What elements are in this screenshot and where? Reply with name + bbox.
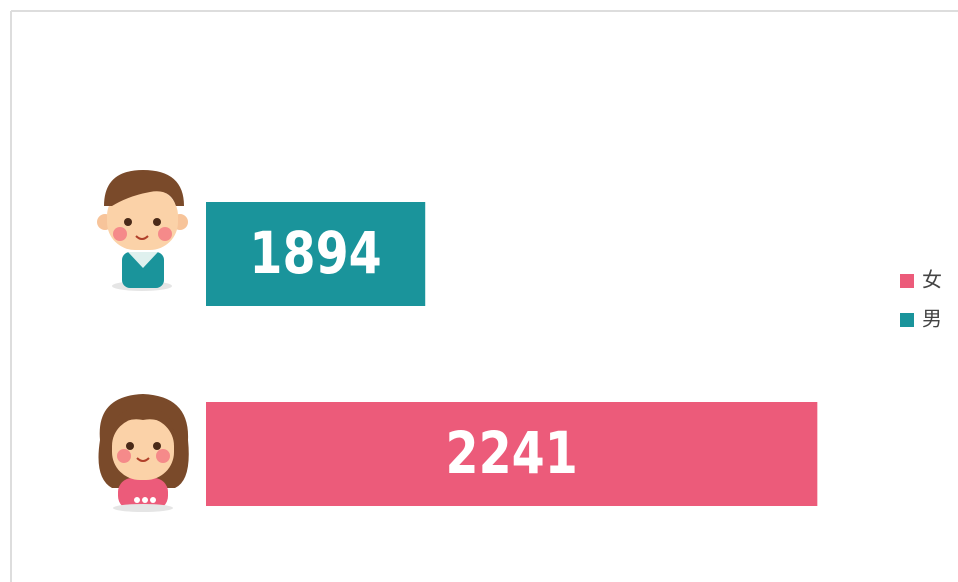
bar-value-label: 1894 xyxy=(249,219,381,287)
legend-swatch xyxy=(900,313,914,327)
boy-avatar xyxy=(97,170,188,291)
legend-swatch xyxy=(900,274,914,288)
bar xyxy=(206,402,818,506)
legend-label: 女 xyxy=(922,268,942,292)
girl-avatar xyxy=(98,394,189,512)
bar-value-label: 2241 xyxy=(446,419,578,487)
bar xyxy=(206,202,426,306)
legend-label: 男 xyxy=(922,307,942,331)
